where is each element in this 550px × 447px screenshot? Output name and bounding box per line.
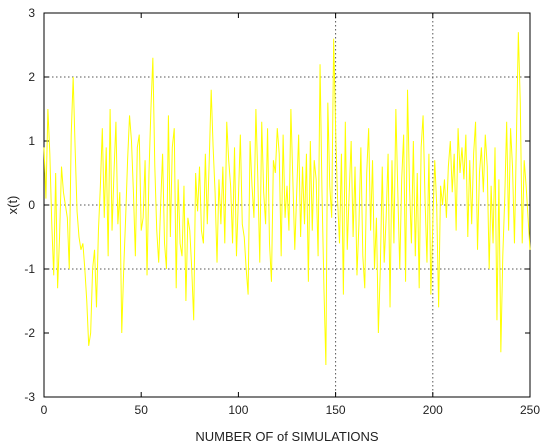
series-layer <box>43 32 531 366</box>
series-line <box>43 32 531 366</box>
x-tick-label: 250 <box>520 403 540 417</box>
x-tick-label: 200 <box>423 403 443 417</box>
y-tick-label: -1 <box>24 262 35 276</box>
x-axis-label: NUMBER OF of SIMULATIONS <box>195 429 379 444</box>
axis-ticks <box>43 12 531 398</box>
x-tick-label: 50 <box>135 403 149 417</box>
y-axis-label: x(t) <box>5 196 20 215</box>
tick-labels: 0 50 100 150 200 250 -3 -2 -1 0 1 2 3 <box>24 6 540 417</box>
gridlines <box>44 13 530 397</box>
y-tick-label: 3 <box>28 6 35 20</box>
y-tick-label: -2 <box>24 326 35 340</box>
x-tick-label: 150 <box>326 403 346 417</box>
y-tick-label: -3 <box>24 390 35 404</box>
x-tick-label: 0 <box>41 403 48 417</box>
y-tick-label: 0 <box>28 198 35 212</box>
x-tick-label: 100 <box>228 403 248 417</box>
y-tick-label: 2 <box>28 70 35 84</box>
y-tick-label: 1 <box>28 134 35 148</box>
